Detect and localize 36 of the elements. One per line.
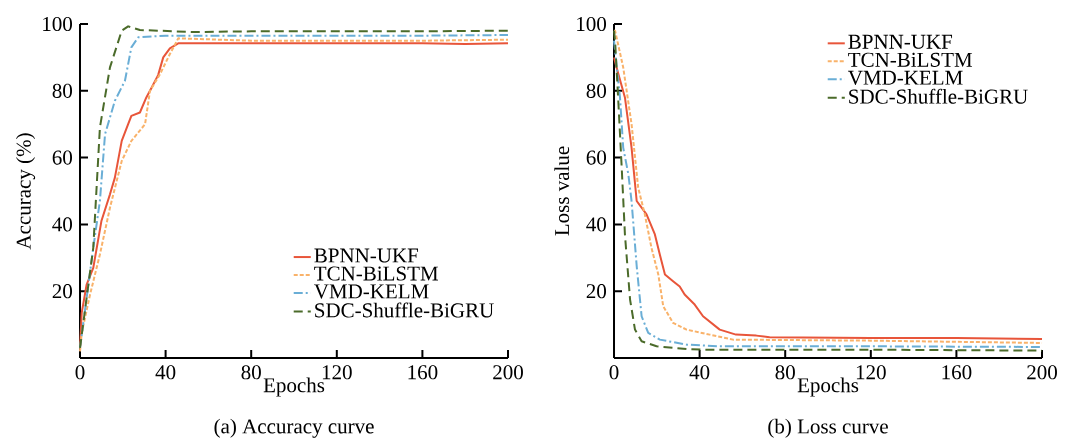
- y-tick-label: 80: [52, 83, 73, 98]
- x-tick-label: 0: [75, 365, 85, 380]
- y-axis-title: Accuracy (%): [16, 133, 36, 250]
- x-tick-label: 40: [155, 365, 176, 380]
- x-tick-label: 200: [1027, 365, 1057, 380]
- legend-label: BPNN-UKF: [314, 248, 419, 263]
- legend-label: TCN-BiLSTM: [848, 52, 973, 67]
- y-tick-label: 20: [586, 284, 607, 299]
- x-tick-label: 40: [689, 365, 710, 380]
- legend-label: SDC-Shuffle-BiGRU: [849, 88, 1028, 104]
- x-tick-label: 160: [408, 365, 438, 380]
- text: (a) Accuracy curve: [214, 418, 374, 438]
- legend-label: BPNN-UKF: [848, 34, 953, 49]
- x-axis-title: Epochs: [797, 377, 859, 397]
- x-tick-label: 120: [322, 365, 352, 380]
- y-tick-label: 40: [586, 217, 607, 232]
- x-tick-label: 160: [942, 365, 972, 380]
- legend-label: SDC-Shuffle-BiGRU: [315, 302, 494, 318]
- x-tick-label: 80: [775, 365, 795, 380]
- y-axis-title: Loss value: [554, 146, 570, 236]
- y-tick-label: 100: [43, 16, 73, 32]
- y-tick-label: 100: [577, 16, 607, 32]
- legend-label: VMD-KELM: [314, 284, 429, 299]
- legend-label: TCN-BiLSTM: [314, 266, 439, 281]
- y-tick-label: 40: [52, 217, 73, 232]
- x-tick-label: 200: [493, 365, 523, 380]
- y-tick-label: 60: [52, 150, 73, 165]
- y-tick-label: 20: [52, 284, 73, 299]
- x-tick-label: 80: [241, 365, 261, 380]
- x-tick-label: 0: [609, 365, 619, 380]
- legend-label: VMD-KELM: [848, 70, 963, 85]
- y-tick-label: 80: [586, 83, 607, 98]
- x-tick-label: 120: [856, 365, 886, 380]
- x-axis-title: Epochs: [263, 377, 325, 397]
- y-tick-label: 60: [586, 150, 607, 165]
- text: (b) Loss curve: [768, 418, 888, 438]
